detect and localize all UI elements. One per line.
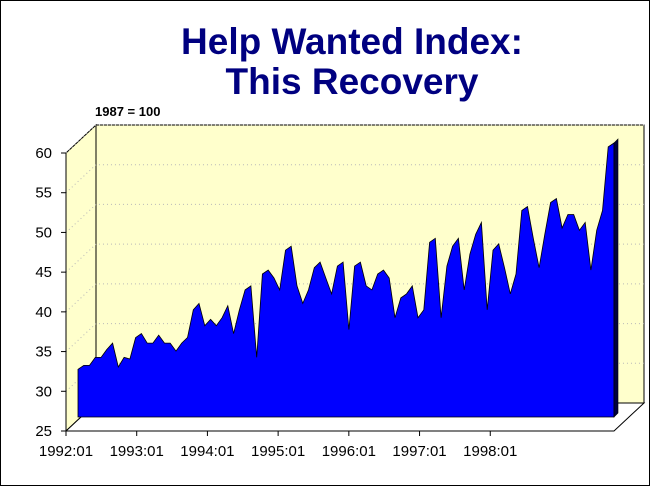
x-tick-label: 1995:01	[251, 443, 305, 460]
chart-title-line-2: This Recovery	[225, 61, 479, 102]
y-tick-label: 45	[35, 264, 52, 281]
plot-area	[77, 138, 619, 418]
x-axis-ticks: 1992:01 1993:01 1994:01 1995:01 1996:01 1997:…	[39, 430, 614, 460]
chart-title-line-1: Help Wanted Index:	[181, 21, 523, 62]
y-tick-label: 35	[35, 344, 52, 361]
y-tick-label: 50	[35, 224, 52, 241]
series-area	[77, 142, 615, 418]
unit-label: 1987 = 100	[95, 104, 161, 119]
y-tick-label: 40	[35, 304, 52, 321]
x-tick-label: 1998:01	[463, 443, 517, 460]
y-axis-ticks: 25 30 35 40 45 50 55 60	[35, 145, 67, 440]
x-tick-label: 1996:01	[322, 443, 376, 460]
x-tick-label: 1997:01	[392, 443, 446, 460]
x-tick-label: 1992:01	[39, 443, 93, 460]
y-tick-label: 30	[35, 383, 52, 400]
y-tick-label: 55	[35, 185, 52, 202]
y-tick-label: 25	[35, 423, 52, 440]
x-tick-label: 1993:01	[110, 443, 164, 460]
x-tick-label: 1994:01	[180, 443, 234, 460]
chart-title: Help Wanted Index: This Recovery	[0, 22, 650, 102]
y-tick-label: 60	[35, 145, 52, 162]
series-area-edge	[613, 138, 619, 418]
